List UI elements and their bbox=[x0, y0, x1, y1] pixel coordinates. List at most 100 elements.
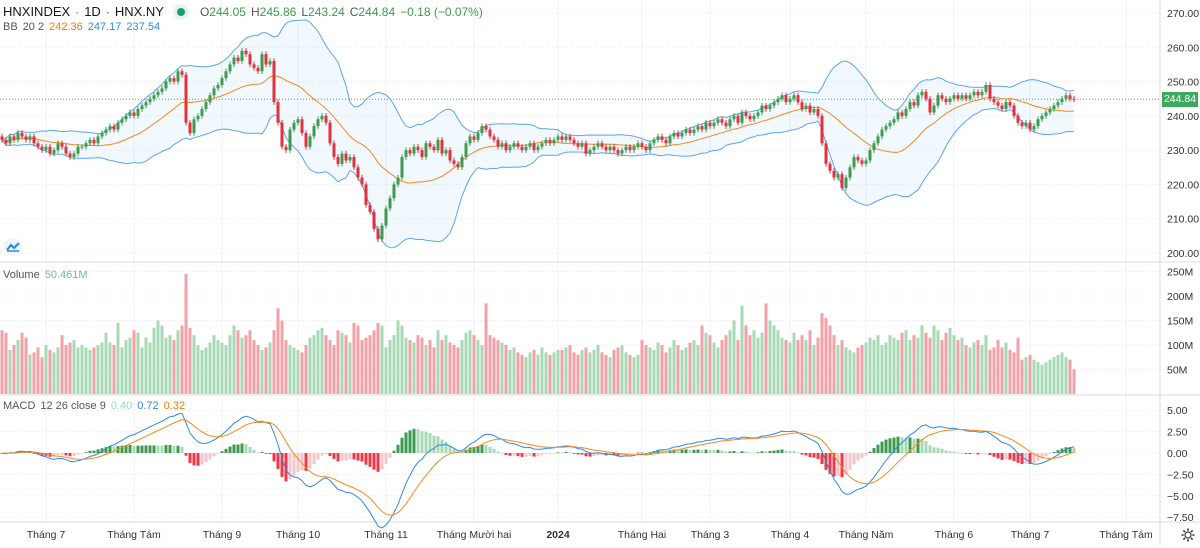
candle-down bbox=[184, 74, 188, 123]
candle-up bbox=[260, 54, 264, 72]
bb-legend[interactable]: BB 20 2 242.36 247.17 237.54 bbox=[3, 21, 160, 33]
volume-bar bbox=[432, 347, 436, 394]
volume-bar bbox=[348, 342, 352, 394]
macd-histogram-bar bbox=[852, 453, 856, 465]
candle-down bbox=[488, 129, 492, 137]
volume-bar bbox=[276, 308, 280, 394]
candle-down bbox=[664, 139, 668, 144]
macd-histogram-bar bbox=[692, 449, 696, 453]
candle-up bbox=[876, 136, 880, 144]
volume-bar bbox=[224, 345, 228, 394]
candle-up bbox=[752, 115, 756, 120]
candle-down bbox=[416, 146, 420, 151]
macd-histogram-bar bbox=[496, 451, 500, 453]
volume-bar bbox=[988, 349, 992, 394]
volume-bar bbox=[1028, 354, 1032, 394]
volume-bar bbox=[416, 335, 420, 394]
volume-bar bbox=[536, 354, 540, 394]
volume-bar bbox=[504, 345, 508, 394]
volume-bar bbox=[812, 345, 816, 394]
candle-down bbox=[0, 136, 4, 140]
macd-histogram-bar bbox=[384, 453, 388, 464]
candle-down bbox=[832, 170, 836, 178]
macd-histogram-bar bbox=[1032, 453, 1036, 464]
candle-down bbox=[956, 95, 960, 99]
macd-histogram-bar bbox=[740, 451, 744, 453]
time-axis-label: Tháng Năm bbox=[839, 529, 894, 541]
macd-histogram-bar bbox=[340, 453, 344, 461]
macd-histogram-bar bbox=[976, 453, 980, 455]
macd-params: 12 26 close 9 bbox=[40, 400, 106, 412]
candle-up bbox=[952, 95, 956, 99]
volume-bar bbox=[612, 349, 616, 394]
volume-bar bbox=[928, 337, 932, 394]
macd-histogram-bar bbox=[440, 439, 444, 453]
macd-histogram-bar bbox=[368, 453, 372, 467]
candle-up bbox=[884, 126, 888, 130]
candle-up bbox=[76, 146, 80, 154]
volume-bar bbox=[264, 347, 268, 394]
volume-bar bbox=[540, 347, 544, 394]
volume-bar bbox=[164, 337, 168, 394]
volume-bar bbox=[844, 347, 848, 394]
volume-bar bbox=[560, 349, 564, 394]
price-tick-label: 240.00 bbox=[1167, 111, 1199, 123]
candle-down bbox=[628, 146, 632, 151]
candle-up bbox=[692, 129, 696, 134]
macd-histogram-bar bbox=[504, 453, 508, 455]
candle-down bbox=[420, 150, 424, 158]
volume-bar bbox=[996, 340, 1000, 394]
volume-bar bbox=[388, 340, 392, 394]
macd-histogram-bar bbox=[972, 453, 976, 454]
candle-down bbox=[584, 143, 588, 154]
volume-bar bbox=[528, 352, 532, 394]
macd-histogram-bar bbox=[108, 446, 112, 453]
symbol-name[interactable]: HNXINDEX bbox=[3, 4, 71, 19]
macd-histogram-bar bbox=[828, 453, 832, 474]
axes[interactable]: 270.00 260.00 250.00 240.00 230.00 220.00 210.… bbox=[27, 8, 1200, 541]
tradingview-logo-icon[interactable] bbox=[4, 238, 22, 256]
volume-bar bbox=[496, 340, 500, 394]
volume-bar bbox=[568, 345, 572, 394]
open-label: O bbox=[199, 4, 210, 19]
macd-histogram-bar bbox=[128, 444, 132, 453]
candle-down bbox=[520, 146, 524, 151]
volume-bar bbox=[828, 325, 832, 394]
volume-bar bbox=[940, 340, 944, 394]
volume-bar bbox=[56, 347, 60, 394]
volume-bar bbox=[920, 325, 924, 394]
candle-up bbox=[196, 115, 200, 120]
candle-up bbox=[552, 139, 556, 144]
volume-legend[interactable]: Volume 50.461M bbox=[3, 269, 88, 281]
settings-gear-icon[interactable] bbox=[1180, 527, 1196, 543]
candle-up bbox=[1036, 119, 1040, 127]
volume-bar bbox=[28, 354, 32, 394]
macd-histogram-bar bbox=[248, 446, 252, 453]
macd-histogram-bar bbox=[1004, 453, 1008, 460]
volume-bar bbox=[184, 273, 188, 394]
macd-histogram-bar bbox=[356, 453, 360, 461]
macd-legend[interactable]: MACD 12 26 close 9 0.40 0.72 0.32 bbox=[3, 400, 185, 412]
candle-up bbox=[892, 119, 896, 123]
candle-up bbox=[52, 150, 56, 154]
macd-histogram-bar bbox=[228, 446, 232, 453]
candle-up bbox=[712, 122, 716, 127]
macd-histogram-bar bbox=[76, 453, 80, 455]
macd-histogram-bar bbox=[716, 449, 720, 453]
volume-bar bbox=[664, 352, 668, 394]
macd-histogram-bar bbox=[324, 453, 328, 454]
interval[interactable]: 1D bbox=[84, 4, 101, 19]
volume-bar bbox=[656, 342, 660, 394]
market-status-icon[interactable] bbox=[176, 7, 185, 16]
candle-up bbox=[812, 109, 816, 113]
volume-bar bbox=[440, 340, 444, 394]
volume-bar bbox=[492, 337, 496, 394]
volume-bar bbox=[552, 352, 556, 394]
volume-bar bbox=[796, 340, 800, 394]
candle-down bbox=[840, 174, 844, 188]
macd-histogram-bar bbox=[444, 441, 448, 453]
candle-up bbox=[740, 112, 744, 123]
candle-down bbox=[356, 167, 360, 178]
candle-down bbox=[448, 150, 452, 161]
